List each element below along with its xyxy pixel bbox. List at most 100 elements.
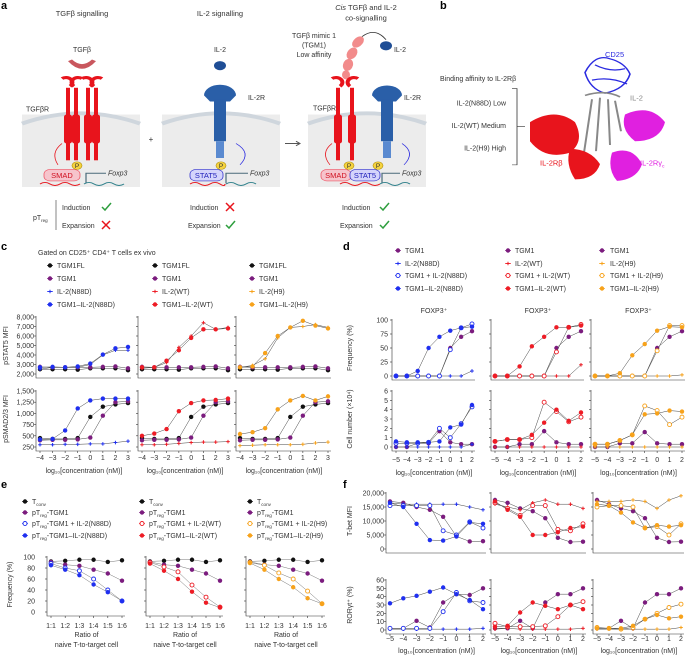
legend-label: pTreg-TGM1 — [257, 510, 294, 518]
series — [139, 396, 231, 438]
y-tick-label: 10 — [376, 619, 384, 626]
data-point — [607, 499, 611, 504]
series — [140, 439, 230, 447]
legend-label-sub: reg — [157, 536, 164, 541]
legend-label: TGM1 — [610, 248, 630, 255]
legend-label: IL-2(N88D) — [57, 289, 92, 296]
data-point — [305, 596, 310, 601]
smad-box — [43, 169, 81, 182]
legend-label-post: -TGM1 — [164, 510, 186, 517]
data-point — [666, 524, 672, 529]
data-point — [387, 625, 393, 631]
legend-marker — [22, 533, 28, 538]
x-tick-label: 1:4 — [187, 623, 197, 630]
data-point — [175, 576, 181, 582]
series-line — [396, 323, 473, 377]
legend-marker — [247, 510, 253, 515]
data-point — [654, 612, 660, 618]
data-point — [556, 502, 560, 506]
data-point — [543, 603, 548, 609]
data-point — [643, 627, 647, 631]
data-point — [654, 411, 660, 416]
x-tick-label: −1 — [175, 455, 183, 462]
series-line — [142, 328, 229, 368]
series — [387, 500, 486, 543]
cross-icon — [101, 220, 111, 230]
co-signalling-diagram: Cis TGFβ and IL-2 co-signalling TGFβ mim… — [292, 3, 428, 188]
x-tick-label: −5 — [386, 636, 394, 643]
legend-item: TGM1–IL-2(WT) — [152, 302, 213, 309]
data-point — [654, 591, 660, 597]
data-point — [188, 365, 194, 370]
x-tick-label: −4 — [36, 455, 44, 462]
y-tick-label: 50 — [380, 346, 388, 353]
data-point — [427, 537, 433, 543]
legend-marker — [139, 533, 145, 538]
data-point — [201, 398, 206, 403]
data-point — [517, 442, 522, 447]
panel-c: c Gated on CD25⁺ CD4⁺ T cells ex vivo TGM1… — [1, 241, 331, 475]
legend-label-sub: reg — [265, 524, 272, 529]
data-point — [101, 442, 105, 446]
data-point — [326, 440, 330, 444]
data-point — [543, 600, 548, 605]
ptreg-text: pT — [33, 215, 42, 222]
data-point — [568, 591, 573, 597]
x-tick-label: 0 — [448, 457, 452, 464]
x-tick-label: 2 — [113, 455, 117, 462]
data-point — [63, 442, 67, 447]
legend-label: pTreg-TGM1–IL-2(N88D) — [32, 533, 107, 541]
axis-lines — [391, 390, 475, 452]
axes — [591, 492, 684, 554]
data-point — [38, 442, 42, 447]
data-point — [642, 600, 648, 605]
data-point — [139, 365, 145, 370]
foxp3-gene-label: Foxp3 — [402, 171, 422, 178]
data-point — [581, 506, 585, 511]
data-point — [247, 560, 253, 566]
data-point — [305, 571, 310, 576]
y-tick-label: 750 — [22, 422, 34, 429]
series — [592, 324, 685, 379]
data-point — [400, 625, 406, 631]
data-point — [553, 349, 559, 355]
legend-item: TGM1 — [249, 276, 279, 283]
legend-item: Tconv — [139, 499, 164, 507]
series-line — [596, 505, 682, 536]
data-point — [76, 568, 82, 574]
legend-label: TGM1–IL-2(N88D) — [405, 286, 463, 293]
y-tick-label: 20 — [376, 611, 384, 618]
data-point — [113, 364, 118, 369]
phospho-icon — [71, 161, 83, 170]
series-line — [149, 561, 221, 581]
legend-label: pTreg-TGM1 + IL-2(H9) — [257, 521, 327, 529]
data-point — [454, 627, 459, 631]
legend-item: TGM1 + IL-2(WT) — [505, 273, 570, 280]
axis-lines — [490, 319, 584, 381]
x-tick-label: 0 — [655, 457, 659, 464]
data-point — [404, 440, 410, 445]
x-tick-label: 0 — [554, 457, 558, 464]
series — [492, 323, 584, 379]
data-point — [480, 538, 486, 544]
data-point — [262, 365, 268, 370]
series — [247, 560, 325, 606]
check-icon — [379, 202, 390, 212]
data-point — [541, 399, 547, 405]
axis-lines — [385, 579, 486, 635]
data-point — [447, 347, 453, 353]
dna-icon — [225, 181, 257, 186]
tgm1-label-line3: Low affinity — [297, 52, 332, 59]
legend-marker — [139, 510, 145, 515]
x-tick-label: 1 — [568, 636, 572, 643]
data-point — [654, 441, 660, 446]
y-tick-label: 4 — [384, 407, 388, 414]
y-tick-label: 500 — [22, 433, 34, 440]
data-point — [467, 592, 472, 598]
legend-item: TGM1–IL-2(N88D) — [47, 302, 115, 309]
legend-marker — [505, 273, 511, 278]
data-point — [481, 508, 485, 512]
il2-structure-label: IL-2 — [630, 94, 643, 103]
col2-induction: Induction — [190, 205, 219, 212]
series-line — [239, 320, 329, 368]
